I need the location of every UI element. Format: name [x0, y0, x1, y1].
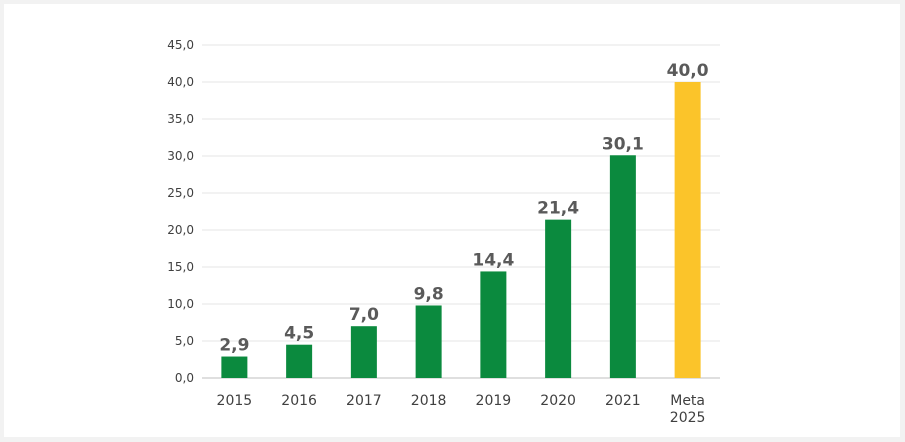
x-tick-label: 2018 — [411, 393, 447, 409]
chart-panel: 0,0 5,0 10,0 15,0 20,0 25,0 30,0 35,0 40,0 45,0 2,… — [4, 4, 900, 437]
x-tick-label: Meta — [670, 393, 705, 409]
data-label: 40,0 — [667, 61, 709, 81]
y-tick-label: 40,0 — [167, 75, 194, 89]
bar — [674, 82, 701, 378]
x-tick-label: 2016 — [281, 393, 317, 409]
y-tick-label: 10,0 — [167, 297, 194, 311]
x-tick-label: 2017 — [346, 393, 382, 409]
data-label: 9,8 — [414, 284, 444, 304]
bar-chart: 0,0 5,0 10,0 15,0 20,0 25,0 30,0 35,0 40,0 45,0 2,… — [167, 38, 720, 426]
bar — [221, 356, 248, 378]
y-tick-label: 15,0 — [167, 260, 194, 274]
data-label: 4,5 — [284, 324, 314, 344]
data-label: 14,4 — [472, 250, 514, 270]
y-tick-label: 45,0 — [167, 38, 194, 52]
bar — [545, 219, 572, 378]
y-tick-label: 30,0 — [167, 149, 194, 163]
y-tick-label: 0,0 — [175, 371, 194, 385]
x-tick-label: 2019 — [476, 393, 512, 409]
y-tick-label: 25,0 — [167, 186, 194, 200]
y-tick-label: 35,0 — [167, 112, 194, 126]
x-tick-label: 2021 — [605, 393, 641, 409]
y-tick-label: 5,0 — [175, 334, 194, 348]
data-label: 21,4 — [537, 199, 579, 219]
data-label: 7,0 — [349, 305, 379, 325]
data-label: 2,9 — [219, 336, 249, 356]
bar — [480, 271, 507, 378]
bar — [350, 326, 377, 378]
y-tick-label: 20,0 — [167, 223, 194, 237]
data-label: 30,1 — [602, 134, 644, 154]
x-tick-label: 2020 — [540, 393, 576, 409]
bar — [415, 305, 442, 378]
x-tick-label: 2025 — [670, 410, 706, 426]
bar — [609, 155, 636, 378]
bar — [286, 344, 313, 378]
x-tick-label: 2015 — [217, 393, 253, 409]
